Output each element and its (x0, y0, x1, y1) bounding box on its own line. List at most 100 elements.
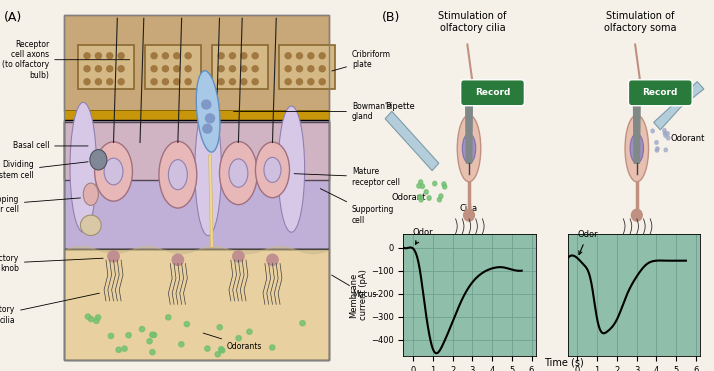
Circle shape (285, 66, 291, 72)
Ellipse shape (463, 134, 476, 163)
Circle shape (139, 326, 145, 332)
Circle shape (418, 194, 422, 199)
Circle shape (421, 184, 425, 188)
Circle shape (162, 66, 169, 72)
Circle shape (106, 66, 113, 72)
Text: Odor: Odor (577, 230, 598, 255)
Circle shape (219, 348, 225, 353)
FancyBboxPatch shape (64, 15, 329, 111)
Text: (B): (B) (382, 11, 400, 24)
Circle shape (666, 136, 670, 140)
Circle shape (438, 197, 441, 202)
Circle shape (267, 254, 278, 265)
Ellipse shape (196, 71, 220, 152)
Circle shape (433, 181, 437, 186)
Bar (64, 111, 329, 120)
Text: Pipette: Pipette (385, 102, 415, 111)
Circle shape (96, 53, 101, 59)
Ellipse shape (159, 141, 197, 208)
FancyBboxPatch shape (278, 45, 336, 89)
Circle shape (666, 132, 669, 135)
Text: Stimulation of
olfactory cilia: Stimulation of olfactory cilia (438, 11, 506, 33)
Text: Odorant: Odorant (670, 134, 705, 143)
Text: Dividing
stem cell: Dividing stem cell (0, 160, 88, 180)
Circle shape (218, 53, 224, 59)
Circle shape (319, 53, 325, 59)
Circle shape (206, 114, 215, 123)
FancyBboxPatch shape (461, 80, 524, 106)
Circle shape (96, 66, 101, 72)
Circle shape (427, 196, 431, 200)
Circle shape (162, 53, 169, 59)
Ellipse shape (264, 157, 281, 183)
FancyBboxPatch shape (78, 45, 134, 89)
Text: Cilia: Cilia (460, 204, 478, 213)
Circle shape (118, 53, 124, 59)
Circle shape (308, 53, 314, 59)
Text: Olfactory
cilia: Olfactory cilia (0, 293, 99, 325)
Circle shape (300, 321, 305, 326)
Circle shape (308, 79, 314, 85)
Circle shape (233, 251, 244, 262)
Circle shape (126, 332, 131, 338)
Ellipse shape (70, 102, 96, 232)
Ellipse shape (104, 158, 123, 185)
Circle shape (84, 53, 90, 59)
FancyBboxPatch shape (211, 45, 268, 89)
Circle shape (655, 147, 659, 151)
Polygon shape (653, 82, 704, 130)
Circle shape (319, 66, 325, 72)
Circle shape (252, 53, 258, 59)
Text: Time (s): Time (s) (544, 357, 584, 367)
Circle shape (252, 79, 258, 85)
Text: Supporting
cell: Supporting cell (321, 188, 394, 225)
Ellipse shape (630, 134, 643, 163)
Circle shape (151, 79, 157, 85)
Circle shape (296, 53, 303, 59)
Circle shape (229, 53, 236, 59)
Circle shape (89, 316, 94, 322)
Circle shape (185, 53, 191, 59)
Circle shape (439, 194, 443, 198)
Polygon shape (466, 96, 473, 163)
Circle shape (296, 79, 303, 85)
Ellipse shape (169, 160, 187, 190)
Circle shape (205, 346, 210, 351)
Text: Receptor
cell axons
(to olfactory
bulb): Receptor cell axons (to olfactory bulb) (2, 40, 130, 80)
Circle shape (217, 325, 222, 330)
Circle shape (185, 79, 191, 85)
Circle shape (84, 66, 90, 72)
Text: Odor: Odor (413, 228, 433, 244)
Circle shape (178, 342, 184, 347)
FancyBboxPatch shape (145, 45, 201, 89)
Ellipse shape (229, 159, 248, 187)
Circle shape (106, 53, 113, 59)
Circle shape (151, 332, 156, 338)
Circle shape (424, 190, 428, 194)
Circle shape (229, 66, 236, 72)
Circle shape (116, 347, 121, 352)
Circle shape (285, 53, 291, 59)
Circle shape (147, 339, 152, 344)
Text: Odorant: Odorant (392, 193, 426, 202)
Circle shape (174, 66, 180, 72)
Circle shape (94, 318, 99, 324)
Ellipse shape (94, 142, 133, 201)
Circle shape (201, 100, 211, 109)
Circle shape (663, 131, 667, 135)
Circle shape (270, 345, 275, 350)
Text: Mature
receptor cell: Mature receptor cell (294, 167, 400, 187)
Bar (64, 109, 329, 111)
Circle shape (241, 53, 247, 59)
Ellipse shape (457, 115, 481, 182)
Circle shape (109, 334, 114, 339)
Circle shape (150, 349, 155, 355)
Circle shape (418, 180, 423, 184)
Circle shape (96, 315, 101, 320)
Circle shape (218, 66, 224, 72)
Circle shape (664, 148, 668, 152)
Circle shape (664, 134, 668, 137)
Circle shape (218, 79, 224, 85)
Ellipse shape (625, 115, 648, 182)
Circle shape (663, 129, 666, 132)
